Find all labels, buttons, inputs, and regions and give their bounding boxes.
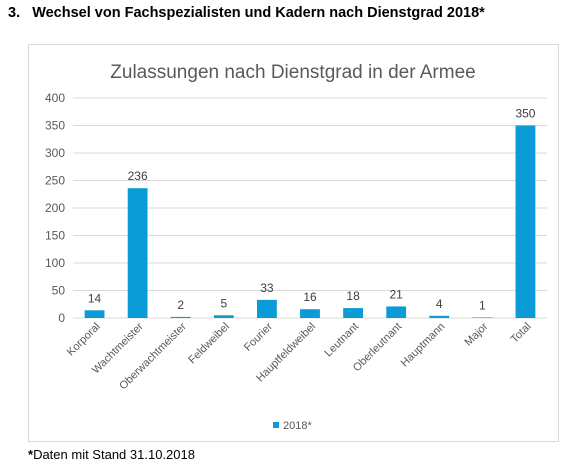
data-label-leutnant: 18 xyxy=(346,289,360,303)
y-tick-label-400: 400 xyxy=(45,91,65,105)
data-label-hauptmann: 4 xyxy=(436,297,443,311)
data-label-major: 1 xyxy=(479,298,486,312)
bar-leutnant xyxy=(343,308,364,318)
y-tick-label-250: 250 xyxy=(45,174,65,188)
legend-swatch xyxy=(273,422,279,428)
y-tick-label-200: 200 xyxy=(45,201,65,215)
y-tick-label-0: 0 xyxy=(58,311,65,325)
bars xyxy=(84,125,536,318)
bar-hauptmann xyxy=(429,315,450,318)
legend: 2018* xyxy=(273,420,312,432)
footnote: *Daten mit Stand 31.10.2018 xyxy=(28,447,195,462)
bar-oberwachtmeister xyxy=(170,316,191,318)
x-tick-label-hauptmann: Hauptmann xyxy=(399,321,448,370)
x-tick-label-feldweibel: Feldweibel xyxy=(186,321,232,367)
data-label-hauptfeldweibel: 16 xyxy=(303,290,317,304)
data-label-wachtmeister: 236 xyxy=(128,169,148,183)
data-label-fourier: 33 xyxy=(260,281,274,295)
y-axis-ticks: 0 50 100 150 200 250 300 350 400 xyxy=(45,91,65,325)
bar-fourier xyxy=(256,299,277,318)
section-title: Wechsel von Fachspezialisten und Kadern … xyxy=(32,5,485,21)
bar-chart: Zulassungen nach Dienstgrad in der Armee… xyxy=(45,62,547,432)
x-axis-ticks: KorporalWachtmeisterOberwachtmeisterFeld… xyxy=(65,320,534,392)
chart-title: Zulassungen nach Dienstgrad in der Armee xyxy=(110,62,475,83)
section-heading: 3. Wechsel von Fachspezialisten und Kade… xyxy=(8,5,485,21)
x-tick-label-korporal: Korporal xyxy=(65,321,103,359)
data-labels: 14 236 2 5 33 16 18 21 4 1 350 xyxy=(88,107,536,313)
data-label-feldweibel: 5 xyxy=(220,296,227,310)
legend-label: 2018* xyxy=(283,420,312,432)
footnote-text: Daten mit Stand 31.10.2018 xyxy=(33,447,195,462)
x-tick-label-total: Total xyxy=(509,321,534,346)
data-label-korporal: 14 xyxy=(88,291,102,305)
bar-korporal xyxy=(84,310,105,318)
bar-feldweibel xyxy=(213,315,234,318)
y-tick-label-100: 100 xyxy=(45,256,65,270)
y-tick-label-350: 350 xyxy=(45,119,65,133)
gridlines xyxy=(73,97,547,319)
bar-hauptfeldweibel xyxy=(300,309,320,318)
y-tick-label-150: 150 xyxy=(45,229,65,243)
section-number: 3. xyxy=(8,5,21,21)
x-tick-label-fourier: Fourier xyxy=(242,320,275,353)
bar-oberleutnant xyxy=(386,306,407,318)
data-label-oberwachtmeister: 2 xyxy=(177,298,184,312)
data-label-oberleutnant: 21 xyxy=(390,287,404,301)
chart-frame: Zulassungen nach Dienstgrad in der Armee… xyxy=(28,44,559,442)
x-tick-label-major: Major xyxy=(463,320,491,348)
y-tick-label-300: 300 xyxy=(45,146,65,160)
footnote-star: * xyxy=(28,447,34,462)
y-tick-label-50: 50 xyxy=(52,284,66,298)
bar-major xyxy=(472,317,493,318)
bar-wachtmeister xyxy=(127,188,148,318)
bar-total xyxy=(515,125,536,318)
x-tick-label-leutnant: Leutnant xyxy=(322,321,361,360)
data-label-total: 350 xyxy=(515,107,535,121)
